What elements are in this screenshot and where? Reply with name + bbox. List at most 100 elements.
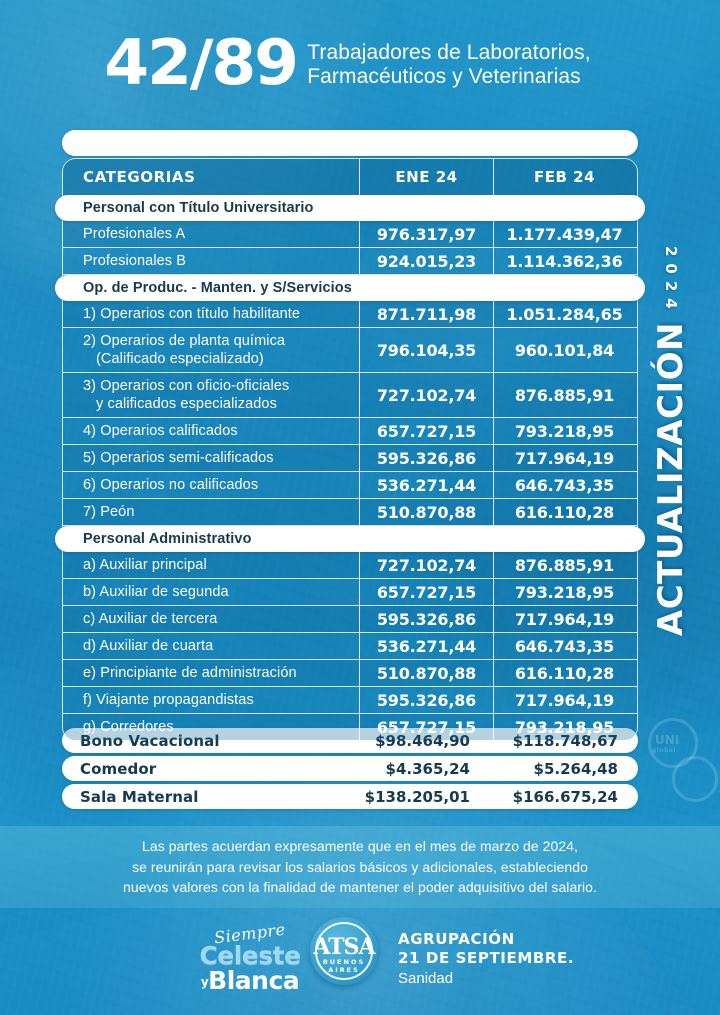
table-row: Profesionales B 924.015,23 1.114.362,36 bbox=[63, 248, 637, 275]
extras-label: Sala Maternal bbox=[80, 787, 199, 806]
extras-label: Bono Vacacional bbox=[80, 731, 220, 750]
side-title: ACTUALIZACIÓN bbox=[651, 321, 691, 636]
row-value-feb: 793.218,95 bbox=[493, 714, 635, 740]
row-label-line1: g) Corredores bbox=[83, 718, 174, 735]
row-label: 5) Operarios semi-calificados bbox=[63, 445, 359, 471]
extras-label: Comedor bbox=[80, 759, 157, 778]
note-line3: nuevos valores con la finalidad de mante… bbox=[123, 879, 597, 896]
ghost-badge-circle bbox=[672, 756, 718, 802]
note-band: Las partes acuerdan expresamente que en … bbox=[0, 826, 720, 908]
page-subtitle-line2: Farmacéuticos y Veterinarias bbox=[307, 65, 581, 89]
section-label: Personal con Título Universitario bbox=[83, 200, 314, 216]
row-label-line1: 1) Operarios con título habilitante bbox=[83, 305, 301, 322]
table-row: b) Auxiliar de segunda 657.727,15 793.21… bbox=[63, 579, 637, 606]
row-label: 7) Peón bbox=[63, 499, 359, 525]
row-value-feb: 616.110,28 bbox=[493, 660, 635, 686]
row-label-line1: 6) Operarios no calificados bbox=[83, 476, 259, 493]
row-value-feb: 1.051.284,65 bbox=[493, 301, 635, 327]
row-value-feb: 793.218,95 bbox=[493, 579, 635, 605]
row-label: g) Corredores bbox=[63, 714, 359, 740]
salary-table: CATEGORIAS ENE 24 FEB 24 Personal con Tí… bbox=[55, 158, 645, 741]
row-value-ene: 657.727,15 bbox=[359, 418, 493, 444]
table-row: 2) Operarios de planta química (Califica… bbox=[63, 328, 637, 373]
row-value-feb: 876.885,91 bbox=[493, 552, 635, 578]
extras-value-ene: $4.365,24 bbox=[385, 759, 470, 778]
page-title-number: 42/89 bbox=[104, 26, 299, 99]
table-row: a) Auxiliar principal 727.102,74 876.885… bbox=[63, 552, 637, 579]
row-value-feb: 717.964,19 bbox=[493, 687, 635, 713]
row-value-ene: 871.711,98 bbox=[359, 301, 493, 327]
row-label: 6) Operarios no calificados bbox=[63, 472, 359, 498]
extras-value-feb: $118.748,67 bbox=[512, 731, 618, 750]
page-subtitle-line1: Trabajadores de Laboratorios, bbox=[307, 40, 591, 64]
row-label: Profesionales B bbox=[63, 248, 359, 274]
row-value-feb: 717.964,19 bbox=[493, 606, 635, 632]
row-label: b) Auxiliar de segunda bbox=[63, 579, 359, 605]
table-row: 6) Operarios no calificados 536.271,44 6… bbox=[63, 472, 637, 499]
agrupacion-line1: AGRUPACIÓN bbox=[398, 930, 515, 948]
row-value-ene: 796.104,35 bbox=[359, 328, 493, 372]
column-header-feb24: FEB 24 bbox=[493, 159, 635, 195]
row-value-feb: 1.114.362,36 bbox=[493, 248, 635, 274]
extras-row: Comedor $4.365,24 $5.264,48 bbox=[62, 756, 638, 781]
row-label: 2) Operarios de planta química (Califica… bbox=[63, 328, 359, 372]
row-label: f) Viajante propagandistas bbox=[63, 687, 359, 713]
row-label: a) Auxiliar principal bbox=[63, 552, 359, 578]
row-label-line1: Profesionales B bbox=[83, 252, 187, 269]
table-section-header: Op. de Produc. - Manten. y S/Servicios bbox=[55, 275, 645, 301]
row-value-feb: 960.101,84 bbox=[493, 328, 635, 372]
table-row: 3) Operarios con oficio-oficiales y cali… bbox=[63, 373, 637, 418]
slogan-blanca: yBlanca bbox=[198, 968, 302, 993]
side-year: 2024 bbox=[662, 246, 680, 316]
row-value-ene: 510.870,88 bbox=[359, 660, 493, 686]
row-label-line1: b) Auxiliar de segunda bbox=[83, 583, 229, 600]
row-value-ene: 727.102,74 bbox=[359, 552, 493, 578]
extras-row: Bono Vacacional $98.464,90 $118.748,67 bbox=[62, 728, 638, 753]
extras-value-feb: $5.264,48 bbox=[533, 759, 618, 778]
ghost-label-uni: UNI bbox=[655, 733, 680, 747]
note-line2: se reunirán para revisar los salarios bá… bbox=[132, 858, 588, 875]
slogan-celeste: Celeste bbox=[199, 941, 301, 970]
row-label-line1: a) Auxiliar principal bbox=[83, 556, 207, 573]
row-value-ene: 536.271,44 bbox=[359, 633, 493, 659]
agrupacion-line2: 21 DE SEPTIEMBRE. bbox=[398, 949, 575, 968]
extras-list: Bono Vacacional $98.464,90 $118.748,67 C… bbox=[62, 728, 638, 812]
row-value-feb: 646.743,35 bbox=[493, 472, 635, 498]
row-label-line1: 3) Operarios con oficio-oficiales bbox=[83, 377, 290, 394]
row-label: 4) Operarios calificados bbox=[63, 418, 359, 444]
table-section-header: Personal Administrativo bbox=[55, 526, 645, 552]
table-section-header: Personal con Título Universitario bbox=[55, 195, 645, 221]
slogan-logo: Siempre Celeste yBlanca bbox=[198, 920, 302, 993]
page-subtitle: Trabajadores de Laboratorios, Farmacéuti… bbox=[307, 37, 590, 91]
row-label: e) Principiante de administración bbox=[63, 660, 359, 686]
ghost-badge-uni bbox=[648, 718, 698, 768]
extras-row: Sala Maternal $138.205,01 $166.675,24 bbox=[62, 784, 638, 809]
row-value-feb: 1.177.439,47 bbox=[493, 221, 635, 247]
row-value-feb: 616.110,28 bbox=[493, 499, 635, 525]
row-label-line1: 2) Operarios de planta química bbox=[83, 332, 286, 349]
row-label-line2: (Calificado especializado) bbox=[96, 351, 264, 367]
row-value-ene: 595.326,86 bbox=[359, 606, 493, 632]
column-header-ene24: ENE 24 bbox=[359, 159, 493, 195]
row-label: 1) Operarios con título habilitante bbox=[63, 301, 359, 327]
extras-value-feb: $166.675,24 bbox=[512, 787, 618, 806]
slogan-y: y bbox=[200, 974, 209, 989]
table-top-spacer-pill bbox=[62, 130, 638, 156]
row-label: 3) Operarios con oficio-oficiales y cali… bbox=[63, 373, 359, 417]
table-header-row: CATEGORIAS ENE 24 FEB 24 bbox=[63, 159, 637, 195]
row-value-ene: 595.326,86 bbox=[359, 445, 493, 471]
table-row: g) Corredores 657.727,15 793.218,95 bbox=[63, 714, 637, 740]
table-row: 5) Operarios semi-calificados 595.326,86… bbox=[63, 445, 637, 472]
table-row: d) Auxiliar de cuarta 536.271,44 646.743… bbox=[63, 633, 637, 660]
note-line1: Las partes acuerdan expresamente que en … bbox=[142, 838, 578, 855]
poster-header: 42/89 Trabajadores de Laboratorios, Farm… bbox=[0, 0, 720, 120]
section-label: Personal Administrativo bbox=[83, 531, 252, 547]
atsa-logo: ATSA BUENOS AIRES bbox=[310, 917, 378, 985]
table-row: 4) Operarios calificados 657.727,15 793.… bbox=[63, 418, 637, 445]
table-row: e) Principiante de administración 510.87… bbox=[63, 660, 637, 687]
row-label-line1: f) Viajante propagandistas bbox=[83, 691, 254, 708]
extras-value-ene: $138.205,01 bbox=[364, 787, 470, 806]
row-label-line2: y calificados especializados bbox=[96, 396, 277, 412]
agrupacion-line3: Sanidad bbox=[398, 970, 454, 988]
